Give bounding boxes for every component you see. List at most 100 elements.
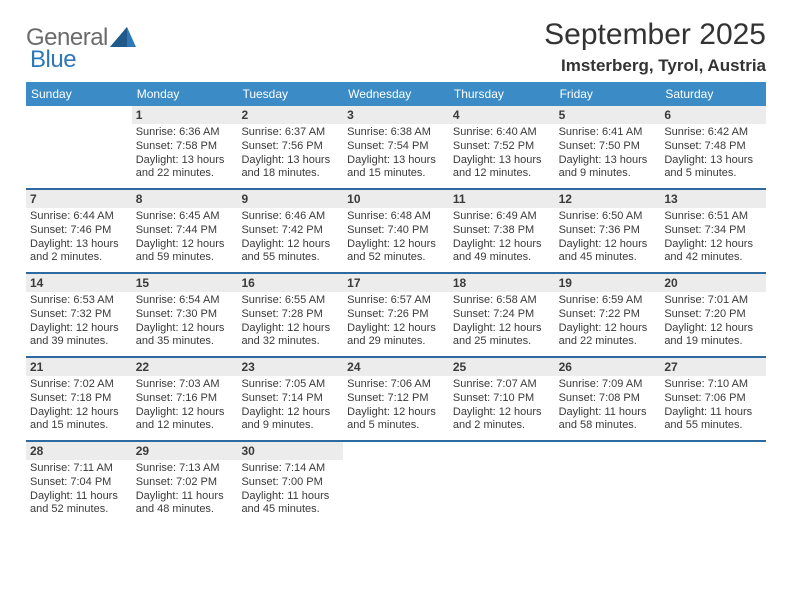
logo-triangle-icon (110, 25, 136, 52)
day-cell: 9Sunrise: 6:46 AMSunset: 7:42 PMDaylight… (237, 190, 343, 272)
day-cell: 8Sunrise: 6:45 AMSunset: 7:44 PMDaylight… (132, 190, 238, 272)
sunset-text: Sunset: 7:10 PM (453, 392, 551, 406)
sunrise-text: Sunrise: 6:58 AM (453, 294, 551, 308)
day-number: 8 (132, 190, 238, 208)
day-number: 19 (555, 274, 661, 292)
daylight-text: Daylight: 13 hours and 12 minutes. (453, 154, 551, 182)
week-row: 7Sunrise: 6:44 AMSunset: 7:46 PMDaylight… (26, 190, 766, 274)
day-cell (26, 106, 132, 188)
sunrise-text: Sunrise: 7:10 AM (664, 378, 762, 392)
day-number: 11 (449, 190, 555, 208)
sunrise-text: Sunrise: 6:40 AM (453, 126, 551, 140)
day-cell: 20Sunrise: 7:01 AMSunset: 7:20 PMDayligh… (660, 274, 766, 356)
daylight-text: Daylight: 11 hours and 58 minutes. (559, 406, 657, 434)
daylight-text: Daylight: 12 hours and 5 minutes. (347, 406, 445, 434)
sunset-text: Sunset: 7:18 PM (30, 392, 128, 406)
daylight-text: Daylight: 13 hours and 22 minutes. (136, 154, 234, 182)
sunset-text: Sunset: 7:30 PM (136, 308, 234, 322)
day-cell: 17Sunrise: 6:57 AMSunset: 7:26 PMDayligh… (343, 274, 449, 356)
week-row: 14Sunrise: 6:53 AMSunset: 7:32 PMDayligh… (26, 274, 766, 358)
sunrise-text: Sunrise: 7:14 AM (241, 462, 339, 476)
day-cell: 23Sunrise: 7:05 AMSunset: 7:14 PMDayligh… (237, 358, 343, 440)
day-number: 10 (343, 190, 449, 208)
day-cell (555, 442, 661, 524)
sunrise-text: Sunrise: 6:57 AM (347, 294, 445, 308)
day-number: 7 (26, 190, 132, 208)
day-number: 20 (660, 274, 766, 292)
weekday-header: Wednesday (343, 82, 449, 106)
weekday-header: Monday (132, 82, 238, 106)
month-title: September 2025 (544, 18, 766, 52)
sunrise-text: Sunrise: 6:37 AM (241, 126, 339, 140)
week-row: 21Sunrise: 7:02 AMSunset: 7:18 PMDayligh… (26, 358, 766, 442)
day-number: 1 (132, 106, 238, 124)
header: General September 2025 Imsterberg, Tyrol… (26, 18, 766, 76)
sunrise-text: Sunrise: 6:41 AM (559, 126, 657, 140)
day-number: 4 (449, 106, 555, 124)
sunset-text: Sunset: 7:12 PM (347, 392, 445, 406)
sunset-text: Sunset: 7:20 PM (664, 308, 762, 322)
logo-text-blue: Blue (30, 46, 76, 73)
weekday-header-row: SundayMondayTuesdayWednesdayThursdayFrid… (26, 82, 766, 106)
daylight-text: Daylight: 12 hours and 59 minutes. (136, 238, 234, 266)
day-number: 27 (660, 358, 766, 376)
day-number: 6 (660, 106, 766, 124)
daylight-text: Daylight: 13 hours and 5 minutes. (664, 154, 762, 182)
day-cell: 14Sunrise: 6:53 AMSunset: 7:32 PMDayligh… (26, 274, 132, 356)
sunset-text: Sunset: 7:40 PM (347, 224, 445, 238)
sunset-text: Sunset: 7:54 PM (347, 140, 445, 154)
day-cell: 24Sunrise: 7:06 AMSunset: 7:12 PMDayligh… (343, 358, 449, 440)
sunset-text: Sunset: 7:26 PM (347, 308, 445, 322)
daylight-text: Daylight: 12 hours and 45 minutes. (559, 238, 657, 266)
day-number: 2 (237, 106, 343, 124)
calendar: SundayMondayTuesdayWednesdayThursdayFrid… (26, 82, 766, 524)
day-cell: 16Sunrise: 6:55 AMSunset: 7:28 PMDayligh… (237, 274, 343, 356)
sunset-text: Sunset: 7:34 PM (664, 224, 762, 238)
sunrise-text: Sunrise: 7:05 AM (241, 378, 339, 392)
sunrise-text: Sunrise: 6:44 AM (30, 210, 128, 224)
sunset-text: Sunset: 7:56 PM (241, 140, 339, 154)
sunrise-text: Sunrise: 6:36 AM (136, 126, 234, 140)
daylight-text: Daylight: 12 hours and 39 minutes. (30, 322, 128, 350)
sunset-text: Sunset: 7:52 PM (453, 140, 551, 154)
daylight-text: Daylight: 12 hours and 49 minutes. (453, 238, 551, 266)
day-number: 23 (237, 358, 343, 376)
day-number: 13 (660, 190, 766, 208)
daylight-text: Daylight: 11 hours and 48 minutes. (136, 490, 234, 518)
day-number: 24 (343, 358, 449, 376)
daylight-text: Daylight: 12 hours and 19 minutes. (664, 322, 762, 350)
sunset-text: Sunset: 7:36 PM (559, 224, 657, 238)
sunrise-text: Sunrise: 7:07 AM (453, 378, 551, 392)
day-number: 26 (555, 358, 661, 376)
sunset-text: Sunset: 7:06 PM (664, 392, 762, 406)
sunset-text: Sunset: 7:04 PM (30, 476, 128, 490)
day-cell (343, 442, 449, 524)
day-number: 17 (343, 274, 449, 292)
sunrise-text: Sunrise: 7:11 AM (30, 462, 128, 476)
day-number: 29 (132, 442, 238, 460)
day-number: 16 (237, 274, 343, 292)
day-number: 15 (132, 274, 238, 292)
day-cell: 25Sunrise: 7:07 AMSunset: 7:10 PMDayligh… (449, 358, 555, 440)
sunset-text: Sunset: 7:24 PM (453, 308, 551, 322)
day-number: 25 (449, 358, 555, 376)
day-number: 12 (555, 190, 661, 208)
sunrise-text: Sunrise: 6:54 AM (136, 294, 234, 308)
sunset-text: Sunset: 7:58 PM (136, 140, 234, 154)
sunrise-text: Sunrise: 7:13 AM (136, 462, 234, 476)
day-cell: 11Sunrise: 6:49 AMSunset: 7:38 PMDayligh… (449, 190, 555, 272)
day-number: 18 (449, 274, 555, 292)
sunset-text: Sunset: 7:48 PM (664, 140, 762, 154)
day-cell: 10Sunrise: 6:48 AMSunset: 7:40 PMDayligh… (343, 190, 449, 272)
day-cell: 18Sunrise: 6:58 AMSunset: 7:24 PMDayligh… (449, 274, 555, 356)
day-cell: 30Sunrise: 7:14 AMSunset: 7:00 PMDayligh… (237, 442, 343, 524)
day-number: 3 (343, 106, 449, 124)
sunrise-text: Sunrise: 6:51 AM (664, 210, 762, 224)
sunset-text: Sunset: 7:28 PM (241, 308, 339, 322)
sunset-text: Sunset: 7:00 PM (241, 476, 339, 490)
weekday-header: Friday (555, 82, 661, 106)
sunset-text: Sunset: 7:14 PM (241, 392, 339, 406)
day-cell: 12Sunrise: 6:50 AMSunset: 7:36 PMDayligh… (555, 190, 661, 272)
day-cell: 15Sunrise: 6:54 AMSunset: 7:30 PMDayligh… (132, 274, 238, 356)
location: Imsterberg, Tyrol, Austria (544, 56, 766, 76)
